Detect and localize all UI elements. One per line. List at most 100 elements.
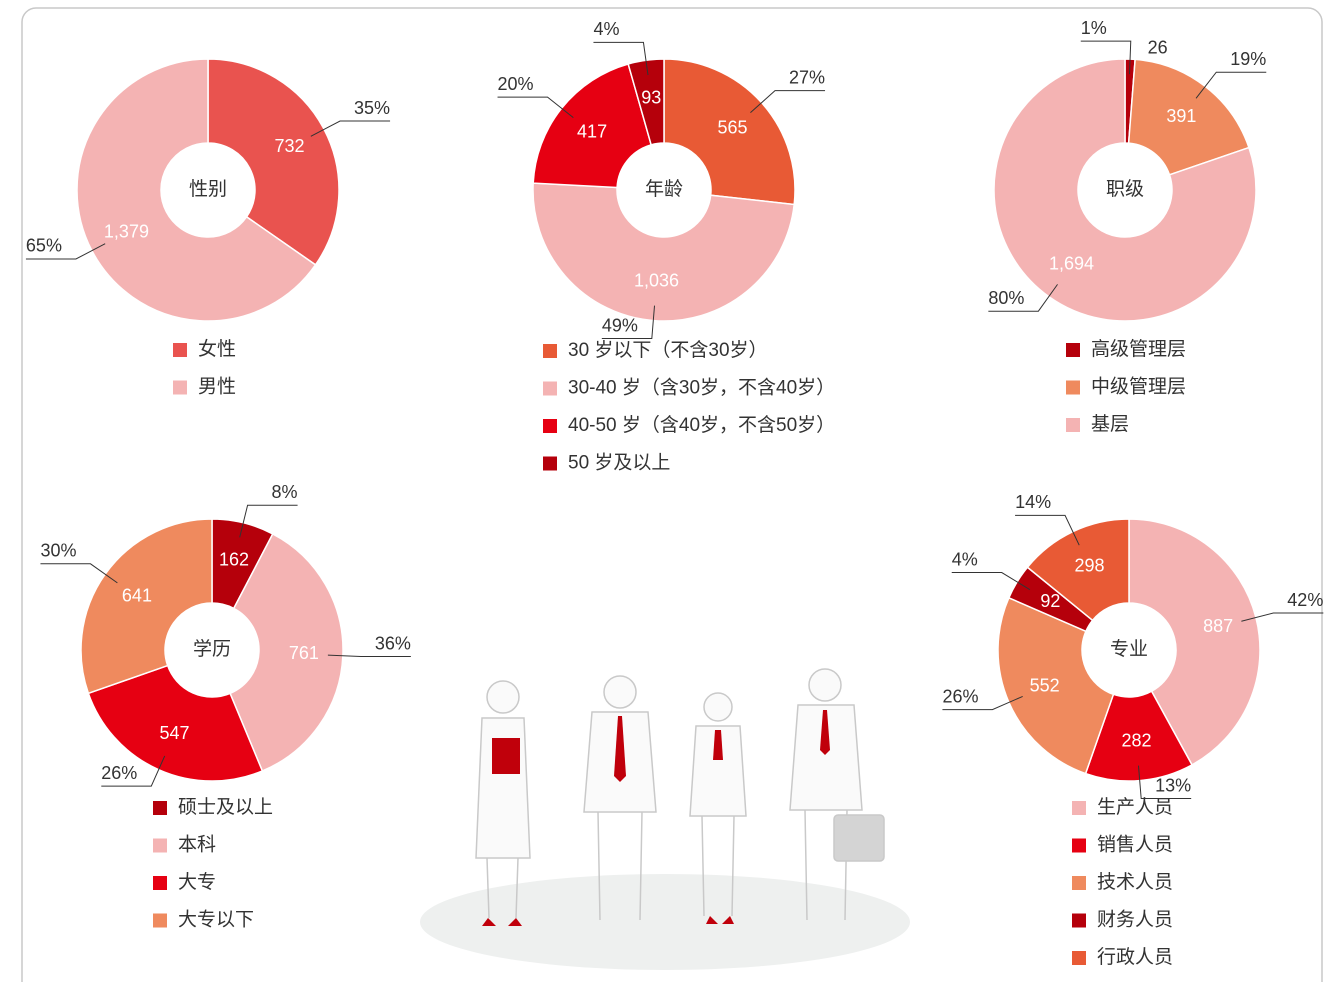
- percent-label: 1%: [1081, 18, 1107, 38]
- leader-line: [951, 572, 1031, 591]
- percent-label: 19%: [1230, 49, 1266, 69]
- percent-label: 20%: [498, 74, 534, 94]
- percent-label: 26%: [101, 763, 137, 783]
- center-title: 专业: [1110, 638, 1148, 660]
- legend-swatch: [153, 801, 167, 815]
- frame: [21, 7, 1323, 987]
- leader-line: [25, 243, 106, 260]
- percent-label: 4%: [593, 19, 619, 39]
- legend-label: 40-50 岁（含40岁，不含50岁）: [568, 414, 835, 436]
- legend-swatch: [153, 913, 167, 928]
- slice: [1127, 58, 1250, 176]
- legend-label: 大专以下: [178, 909, 254, 931]
- value-label: 391: [1166, 106, 1196, 126]
- percent-label: 49%: [602, 315, 638, 335]
- slice: [1128, 518, 1261, 766]
- leader-line: [239, 504, 298, 538]
- value-label: 732: [275, 136, 305, 156]
- legend-label: 中级管理层: [1091, 376, 1186, 398]
- slice: [87, 664, 264, 782]
- slice: [997, 596, 1115, 775]
- center-title: 职级: [1106, 178, 1144, 200]
- slice: [76, 58, 317, 322]
- legend-label: 高级管理层: [1091, 338, 1186, 360]
- percent-label: 27%: [789, 67, 825, 87]
- legend-label: 50 岁及以上: [568, 452, 670, 474]
- legend-swatch: [1072, 951, 1086, 965]
- legend-swatch: [543, 456, 557, 471]
- legend-swatch: [153, 876, 167, 890]
- leader-line: [40, 563, 118, 584]
- leader-line: [1015, 514, 1080, 546]
- legend-swatch: [1072, 913, 1086, 928]
- slice: [229, 532, 344, 772]
- legend-label: 大专: [178, 871, 216, 893]
- percent-label: 65%: [26, 236, 62, 256]
- legend-label: 财务人员: [1097, 909, 1173, 931]
- center-title: 年龄: [645, 178, 683, 200]
- legend-label: 技术人员: [1097, 871, 1173, 893]
- leader-line: [310, 120, 391, 137]
- value-label: 547: [159, 723, 189, 743]
- value-label: 1,036: [634, 270, 679, 290]
- leader-line: [101, 755, 166, 787]
- leader-line: [1195, 71, 1267, 99]
- legend-label: 男性: [198, 376, 236, 398]
- percent-label: 36%: [375, 633, 411, 653]
- legend-swatch: [1072, 801, 1086, 815]
- illustration: [420, 668, 910, 970]
- legend-label: 销售人员: [1097, 834, 1173, 856]
- leader-line: [497, 96, 574, 119]
- value-label: 298: [1075, 556, 1105, 576]
- leader-line: [601, 305, 656, 340]
- slice: [532, 182, 796, 322]
- legend-swatch: [173, 380, 187, 395]
- percent-label: 14%: [1015, 492, 1051, 512]
- legend-label: 生产人员: [1097, 796, 1173, 818]
- percent-label: 80%: [988, 288, 1024, 308]
- legend-label: 基层: [1091, 413, 1129, 435]
- leader-line: [988, 284, 1058, 312]
- legend-swatch: [1066, 418, 1080, 432]
- percent-label: 13%: [1155, 775, 1191, 795]
- percent-label: 42%: [1287, 590, 1323, 610]
- slice: [663, 58, 796, 206]
- value-label: 92: [1040, 591, 1060, 611]
- slice: [993, 58, 1257, 322]
- value-label: 887: [1203, 616, 1233, 636]
- leader-line: [750, 90, 826, 114]
- value-label: 565: [718, 117, 748, 137]
- slice: [1084, 690, 1193, 782]
- leader-line: [1080, 40, 1132, 75]
- percent-label: 8%: [272, 482, 298, 502]
- value-label: 282: [1121, 730, 1151, 750]
- slice: [80, 518, 213, 695]
- slice: [627, 58, 665, 146]
- value-label: 641: [122, 586, 152, 606]
- center-title: 学历: [193, 638, 231, 660]
- legend-swatch: [543, 381, 557, 396]
- legend-swatch: [543, 344, 557, 358]
- legend-label: 硕士及以上: [178, 796, 273, 818]
- legend-swatch: [1066, 343, 1080, 357]
- legend-label: 30-40 岁（含30岁，不含40岁）: [568, 377, 835, 399]
- legend-swatch: [153, 838, 167, 853]
- center-title: 性别: [189, 178, 227, 200]
- value-label: 1,379: [104, 221, 149, 241]
- percent-label: 26%: [942, 686, 978, 706]
- leader-line: [327, 654, 411, 658]
- slice: [1026, 518, 1130, 622]
- value-label: 761: [289, 643, 319, 663]
- percent-label: 4%: [952, 549, 978, 569]
- leader-line: [942, 695, 1023, 711]
- legend-label: 行政人员: [1097, 946, 1173, 968]
- value-label: 26: [1148, 38, 1168, 58]
- value-label: 162: [219, 549, 249, 569]
- legend-label: 30 岁以下（不含30岁）: [568, 339, 768, 361]
- slice: [207, 58, 340, 266]
- legend-swatch: [173, 343, 187, 357]
- legend-label: 本科: [178, 834, 216, 856]
- leader-line: [1241, 612, 1324, 622]
